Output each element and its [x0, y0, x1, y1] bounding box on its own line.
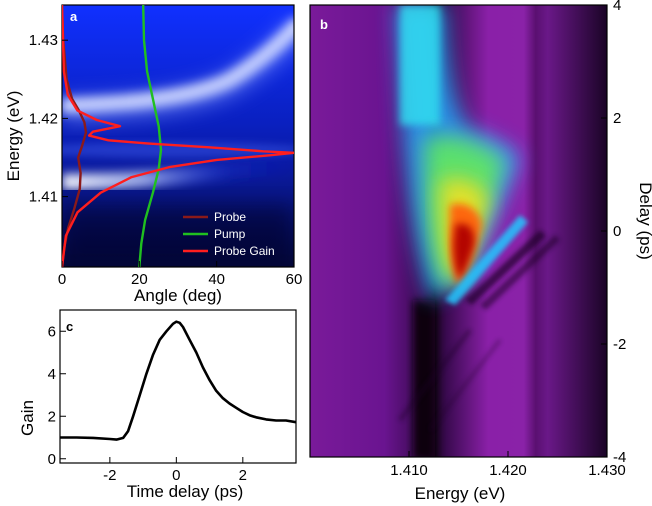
panel-a-y-tick-label: 1.41 — [29, 189, 58, 206]
panel-c-x-tick-label: -2 — [103, 467, 116, 484]
series-line-probe — [62, 5, 88, 267]
panel-c-axes: -2 0 2 0 2 4 6 — [48, 323, 247, 484]
panel-c-y-tick-label: 0 — [48, 451, 56, 468]
panel-a-x-tick-label: 20 — [131, 271, 148, 288]
panel-a-axes: 0 20 40 60 1.41 1.42 1.43 — [29, 32, 303, 288]
panel-c-ylabel: Gain — [18, 400, 37, 436]
panel-b-y-tick-label: 4 — [613, 0, 621, 14]
legend-label-pump: Pump — [214, 227, 246, 241]
series-line-probe-gain — [62, 5, 294, 267]
panel-a: 0 20 40 60 1.41 1.42 1.43 a Angle (deg) Energy… — [4, 4, 303, 305]
panel-c-series — [60, 320, 297, 441]
panel-c-x-tick-label: 2 — [239, 467, 247, 484]
panel-b-axes: 1.410 1.420 1.430-4 -2 0 2 4 — [390, 0, 626, 479]
panel-c-xlabel: Time delay (ps) — [127, 482, 244, 501]
panel-a-heatmap — [62, 5, 294, 267]
panel-b-xlabel: Energy (eV) — [415, 484, 506, 503]
panel-c: -2 0 2 0 2 4 6 c Time delay (ps) Gain — [18, 309, 297, 501]
panel-a-frame — [61, 4, 295, 268]
panel-b-y-tick-label: 0 — [613, 223, 621, 240]
panel-a-legend: Probe Pump Probe Gain — [183, 210, 275, 258]
series-line-gain — [60, 320, 297, 441]
panel-b-label: b — [320, 17, 328, 32]
panel-b-y-tick-label: -4 — [613, 449, 626, 466]
panel-a-ylabel: Energy (eV) — [4, 91, 23, 182]
panel-b-y-tick-label: 2 — [613, 110, 621, 127]
panel-a-label: a — [70, 9, 78, 24]
panel-a-y-tick-label: 1.42 — [29, 110, 58, 127]
panel-a-y-tick-label: 1.43 — [29, 32, 58, 49]
series-line-pump — [138, 5, 163, 267]
panel-c-x-tick-label: 0 — [172, 467, 180, 484]
panel-b: 1.410 1.420 1.430-4 -2 0 2 4 b Energy (eV) Del… — [309, 0, 652, 503]
panel-a-series — [62, 5, 294, 267]
panel-c-label: c — [66, 319, 73, 334]
panel-a-x-tick-label: 0 — [58, 271, 66, 288]
panel-c-y-tick-label: 4 — [48, 366, 56, 383]
panel-a-x-tick-label: 60 — [286, 271, 303, 288]
panel-b-heatmap — [310, 5, 607, 457]
panel-a-x-tick-label: 40 — [208, 271, 225, 288]
legend-label-probe: Probe — [214, 210, 246, 224]
panel-b-x-tick-label: 1.420 — [489, 462, 527, 479]
panel-b-x-tick-label: 1.410 — [390, 462, 428, 479]
panel-a-xlabel: Angle (deg) — [134, 286, 222, 305]
panel-b-ylabel: Delay (ps) — [636, 182, 652, 259]
panel-c-y-tick-label: 2 — [48, 408, 56, 425]
panel-b-x-tick-label: 1.430 — [588, 462, 626, 479]
panel-c-frame — [59, 309, 297, 464]
panel-b-y-tick-label: -2 — [613, 336, 626, 353]
legend-label-probe-gain: Probe Gain — [214, 244, 275, 258]
panel-c-y-tick-label: 6 — [48, 323, 56, 340]
